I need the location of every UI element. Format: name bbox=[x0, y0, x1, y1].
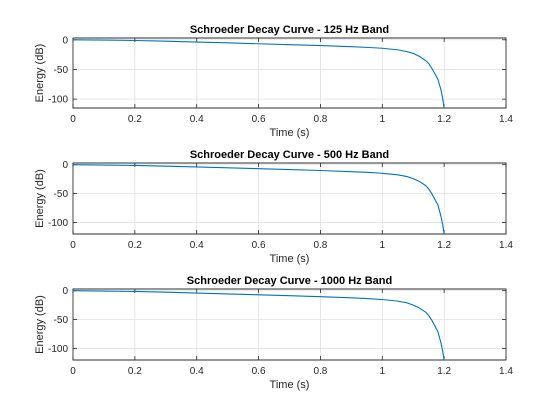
subplot-stack: 0 0.2 0.4 0.6 0.8 1 1.2 1.4 0 -50 -100 Schroeder De… bbox=[34, 24, 513, 391]
x-tick-label: 0.6 bbox=[252, 366, 266, 377]
y-tick-label: -100 bbox=[48, 218, 68, 229]
x-tick-label: 0.2 bbox=[128, 240, 142, 251]
y-tick-label: -100 bbox=[48, 344, 68, 355]
x-tick-label: 0.8 bbox=[313, 366, 327, 377]
x-axis-label: Time (s) bbox=[270, 253, 310, 265]
subplot-1: 0 0.2 0.4 0.6 0.8 1 1.2 1.4 0 -50 -100 Schroeder De… bbox=[34, 24, 513, 139]
x-tick-label: 0.8 bbox=[313, 114, 327, 125]
x-tick-label: 0 bbox=[70, 366, 76, 377]
axes-box bbox=[72, 37, 507, 109]
axes-box bbox=[72, 162, 507, 235]
subplot-3: 0 0.2 0.4 0.6 0.8 1 1.2 1.4 0 -50 -100 Schroeder De… bbox=[34, 275, 513, 391]
y-tick-label: 0 bbox=[62, 286, 68, 297]
axes-border bbox=[72, 288, 507, 361]
y-tick-label: 0 bbox=[62, 35, 68, 46]
x-tick-label: 0.2 bbox=[128, 114, 142, 125]
y-tick-label: -50 bbox=[54, 65, 69, 76]
x-tick-label: 1.4 bbox=[499, 366, 513, 377]
x-tick-label: 1.4 bbox=[499, 114, 513, 125]
y-tick-label: -100 bbox=[48, 95, 68, 106]
y-tick-label: -50 bbox=[54, 315, 69, 326]
x-tick-label: 0.4 bbox=[190, 114, 204, 125]
x-tick-label: 1.4 bbox=[499, 240, 513, 251]
y-tick-label: -50 bbox=[54, 189, 69, 200]
x-tick-label: 1 bbox=[380, 240, 386, 251]
y-axis-label: Energy (dB) bbox=[34, 295, 46, 354]
y-axis-label: Energy (dB) bbox=[34, 169, 46, 228]
x-axis-label: Time (s) bbox=[270, 127, 310, 139]
axes-border bbox=[72, 37, 507, 109]
x-tick-label: 1.2 bbox=[437, 366, 451, 377]
decay-curve-line bbox=[72, 39, 445, 109]
x-tick-label: 0.4 bbox=[190, 366, 204, 377]
x-tick-label: 1 bbox=[380, 366, 386, 377]
axes-box bbox=[72, 288, 507, 361]
y-axis-label: Energy (dB) bbox=[34, 44, 46, 103]
decay-curve-line bbox=[72, 290, 445, 361]
x-tick-label: 0.8 bbox=[313, 240, 327, 251]
x-tick-label: 1 bbox=[380, 114, 386, 125]
x-tick-label: 1.2 bbox=[437, 240, 451, 251]
x-tick-label: 0 bbox=[70, 114, 76, 125]
chart-title: Schroeder Decay Curve - 125 Hz Band bbox=[190, 24, 389, 36]
axes-border bbox=[72, 162, 507, 235]
decay-curve-line bbox=[72, 164, 445, 235]
chart-title: Schroeder Decay Curve - 500 Hz Band bbox=[190, 149, 389, 161]
chart-title: Schroeder Decay Curve - 1000 Hz Band bbox=[187, 275, 392, 287]
x-tick-label: 0.6 bbox=[252, 114, 266, 125]
subplot-2: 0 0.2 0.4 0.6 0.8 1 1.2 1.4 0 -50 -100 Schroeder De… bbox=[34, 149, 513, 265]
x-tick-label: 0 bbox=[70, 240, 76, 251]
x-axis-label: Time (s) bbox=[270, 379, 310, 391]
x-tick-label: 1.2 bbox=[437, 114, 451, 125]
x-tick-label: 0.4 bbox=[190, 240, 204, 251]
x-tick-label: 0.6 bbox=[252, 240, 266, 251]
y-tick-label: 0 bbox=[62, 160, 68, 171]
x-tick-label: 0.2 bbox=[128, 366, 142, 377]
